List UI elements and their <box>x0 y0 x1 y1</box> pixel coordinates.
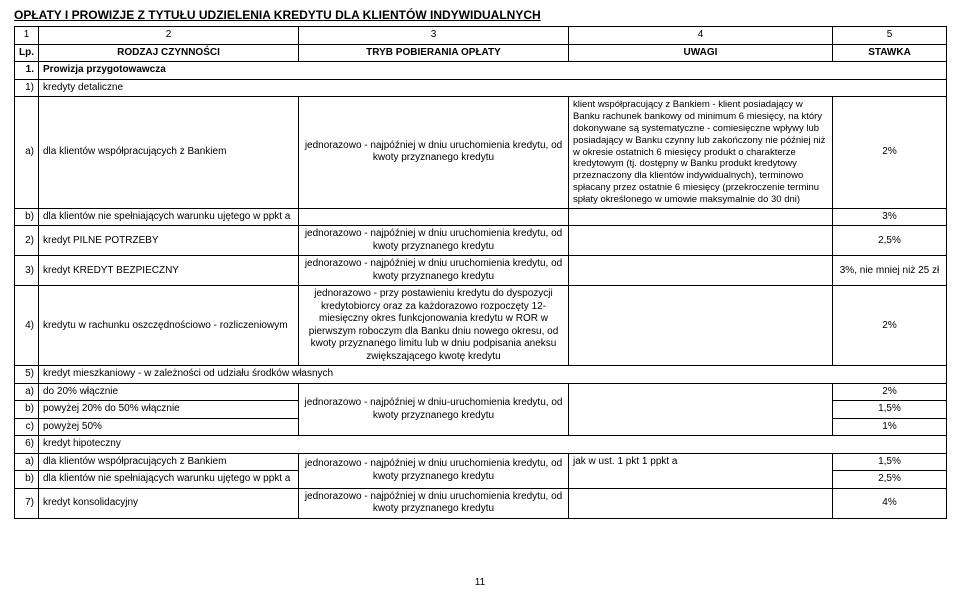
hdr-tryb: TRYB POBIERANIA OPŁATY <box>299 44 569 62</box>
cell-text: kredyty detaliczne <box>39 79 947 97</box>
cell-stawka: 3%, nie mniej niż 25 zł <box>833 256 947 286</box>
cell-stawka: 2,5% <box>833 471 947 489</box>
cell-lp: b) <box>15 401 39 419</box>
cell-text: kredyt mieszkaniowy - w zależności od ud… <box>39 366 947 384</box>
table-header-numbers: 1 2 3 4 5 <box>15 27 947 45</box>
col-num-2: 2 <box>39 27 299 45</box>
row-7: 7) kredyt konsolidacyjny jednorazowo - n… <box>15 488 947 518</box>
cell-text: kredyt KREDYT BEZPIECZNY <box>39 256 299 286</box>
cell-lp: 3) <box>15 256 39 286</box>
cell-tryb: jednorazowo - najpóźniej w dniu uruchomi… <box>299 256 569 286</box>
row-1-1: 1) kredyty detaliczne <box>15 79 947 97</box>
cell-stawka: 2% <box>833 286 947 366</box>
col-num-4: 4 <box>569 27 833 45</box>
hdr-stawka: STAWKA <box>833 44 947 62</box>
col-num-1: 1 <box>15 27 39 45</box>
cell-lp: 4) <box>15 286 39 366</box>
cell-text: dla klientów współpracujących z Bankiem <box>39 97 299 209</box>
table-header-labels: Lp. RODZAJ CZYNNOŚCI TRYB POBIERANIA OPŁ… <box>15 44 947 62</box>
cell-text: kredyt PILNE POTRZEBY <box>39 226 299 256</box>
cell-tryb: jednorazowo - przy postawieniu kredytu d… <box>299 286 569 366</box>
cell-text: dla klientów nie spełniających warunku u… <box>39 471 299 489</box>
row-2: 2) kredyt PILNE POTRZEBY jednorazowo - n… <box>15 226 947 256</box>
cell-tryb: jednorazowo - najpóźniej w dniu uruchomi… <box>299 97 569 209</box>
cell-stawka: 2,5% <box>833 226 947 256</box>
fee-table: 1 2 3 4 5 Lp. RODZAJ CZYNNOŚCI TRYB POBI… <box>14 26 947 519</box>
cell-text: powyżej 20% do 50% włącznie <box>39 401 299 419</box>
cell-tryb: jednorazowo - najpóźniej w dniu uruchomi… <box>299 226 569 256</box>
cell-stawka: 1% <box>833 418 947 436</box>
row-6: 6) kredyt hipoteczny <box>15 436 947 454</box>
cell-text: Prowizja przygotowawcza <box>39 62 947 80</box>
cell-text: kredyt konsolidacyjny <box>39 488 299 518</box>
row-6-a: a) dla klientów współpracujących z Banki… <box>15 453 947 471</box>
cell-uwagi <box>569 286 833 366</box>
cell-uwagi <box>569 256 833 286</box>
cell-uwagi: klient współpracujący z Bankiem - klient… <box>569 97 833 209</box>
cell-lp: a) <box>15 453 39 471</box>
hdr-uwagi: UWAGI <box>569 44 833 62</box>
cell-lp: b) <box>15 208 39 226</box>
cell-text: kredytu w rachunku oszczędnościowo - roz… <box>39 286 299 366</box>
cell-tryb: jednorazowo - najpóźniej w dniu uruchomi… <box>299 453 569 488</box>
cell-uwagi <box>569 226 833 256</box>
cell-uwagi <box>569 383 833 436</box>
cell-lp: 5) <box>15 366 39 384</box>
row-5-a: a) do 20% włącznie jednorazowo - najpóźn… <box>15 383 947 401</box>
cell-text: dla klientów współpracujących z Bankiem <box>39 453 299 471</box>
cell-lp: b) <box>15 471 39 489</box>
cell-lp: 6) <box>15 436 39 454</box>
row-5: 5) kredyt mieszkaniowy - w zależności od… <box>15 366 947 384</box>
col-num-5: 5 <box>833 27 947 45</box>
cell-text: powyżej 50% <box>39 418 299 436</box>
cell-uwagi <box>569 471 833 489</box>
row-3: 3) kredyt KREDYT BEZPIECZNY jednorazowo … <box>15 256 947 286</box>
cell-stawka: 3% <box>833 208 947 226</box>
hdr-lp: Lp. <box>15 44 39 62</box>
cell-tryb: jednorazowo - najpóźniej w dniu uruchomi… <box>299 488 569 518</box>
cell-lp: 7) <box>15 488 39 518</box>
row-1-a: a) dla klientów współpracujących z Banki… <box>15 97 947 209</box>
hdr-rodzaj: RODZAJ CZYNNOŚCI <box>39 44 299 62</box>
page-title: OPŁATY I PROWIZJE Z TYTUŁU UDZIELENIA KR… <box>14 8 946 22</box>
cell-stawka: 2% <box>833 383 947 401</box>
cell-uwagi <box>569 208 833 226</box>
cell-tryb: jednorazowo - najpóźniej w dniu-uruchomi… <box>299 383 569 436</box>
row-1: 1. Prowizja przygotowawcza <box>15 62 947 80</box>
cell-stawka: 1,5% <box>833 453 947 471</box>
row-4: 4) kredytu w rachunku oszczędnościowo - … <box>15 286 947 366</box>
cell-lp: 1) <box>15 79 39 97</box>
cell-lp: c) <box>15 418 39 436</box>
cell-tryb <box>299 208 569 226</box>
cell-stawka: 1,5% <box>833 401 947 419</box>
cell-uwagi <box>569 488 833 518</box>
cell-text: kredyt hipoteczny <box>39 436 947 454</box>
cell-text: do 20% włącznie <box>39 383 299 401</box>
cell-lp: a) <box>15 97 39 209</box>
col-num-3: 3 <box>299 27 569 45</box>
cell-lp: 1. <box>15 62 39 80</box>
cell-uwagi: jak w ust. 1 pkt 1 ppkt a <box>569 453 833 471</box>
row-1-b: b) dla klientów nie spełniających warunk… <box>15 208 947 226</box>
cell-stawka: 4% <box>833 488 947 518</box>
cell-lp: 2) <box>15 226 39 256</box>
cell-text: dla klientów nie spełniających warunku u… <box>39 208 299 226</box>
cell-stawka: 2% <box>833 97 947 209</box>
page-number: 11 <box>0 577 960 588</box>
cell-lp: a) <box>15 383 39 401</box>
